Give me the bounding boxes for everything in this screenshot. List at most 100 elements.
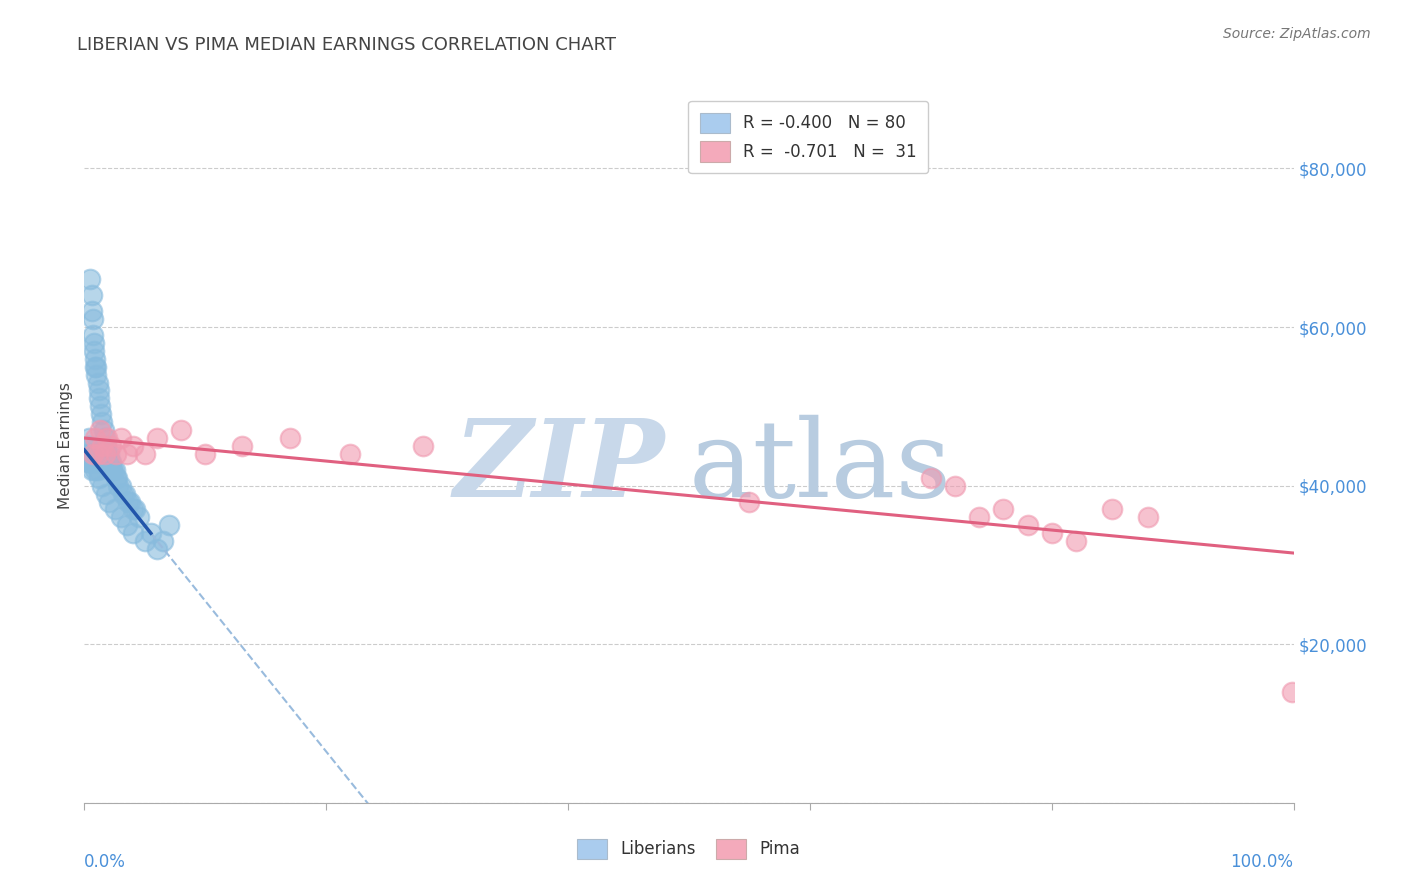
Point (128, 510, 150, 524)
Point (79, 272, 101, 286)
Point (91, 455, 114, 469)
Point (80, 455, 103, 469)
Point (100, 455, 122, 469)
Point (94, 447, 117, 461)
Point (91, 415, 114, 429)
Point (943, 478, 966, 492)
Point (194, 447, 217, 461)
Point (89, 423, 111, 437)
Point (93, 423, 115, 437)
Point (91, 478, 114, 492)
Point (87, 447, 110, 461)
Point (86, 359, 108, 374)
Point (90, 447, 112, 461)
Point (89, 455, 111, 469)
Point (87, 392, 110, 406)
Point (110, 510, 132, 524)
Point (82, 447, 104, 461)
Point (1017, 518, 1039, 533)
Point (77, 447, 100, 461)
Point (84, 431, 107, 445)
Point (104, 502, 127, 516)
Point (86, 463, 108, 477)
Text: atlas: atlas (689, 415, 952, 520)
Point (134, 534, 156, 549)
Point (77, 447, 100, 461)
Point (110, 478, 132, 492)
Point (1101, 502, 1123, 516)
Point (77, 431, 100, 445)
Point (1281, 685, 1303, 699)
Point (110, 431, 132, 445)
Point (920, 471, 942, 485)
Point (83, 455, 105, 469)
Point (90, 407, 112, 421)
Point (89, 400, 111, 414)
Point (86, 368, 108, 382)
Point (738, 494, 761, 508)
Point (84, 463, 107, 477)
Point (77, 439, 100, 453)
Point (114, 486, 136, 500)
Point (79, 455, 101, 469)
Point (121, 526, 143, 541)
Point (1137, 510, 1160, 524)
Point (124, 502, 146, 516)
Point (82, 328, 104, 343)
Text: 100.0%: 100.0% (1230, 853, 1294, 871)
Point (231, 439, 253, 453)
Point (278, 431, 301, 445)
Point (87, 384, 110, 398)
Point (91, 439, 114, 453)
Point (80, 288, 103, 302)
Point (80, 304, 103, 318)
Point (120, 494, 142, 508)
Point (152, 534, 174, 549)
Point (82, 447, 104, 461)
Point (93, 447, 115, 461)
Point (100, 439, 122, 453)
Point (94, 447, 117, 461)
Point (83, 335, 105, 350)
Point (80, 463, 103, 477)
Point (103, 463, 125, 477)
Point (1040, 526, 1063, 541)
Point (101, 463, 124, 477)
Text: Source: ZipAtlas.com: Source: ZipAtlas.com (1223, 27, 1371, 41)
Point (87, 471, 110, 485)
Point (86, 447, 108, 461)
Legend: Liberians, Pima: Liberians, Pima (571, 832, 807, 866)
Point (117, 494, 139, 508)
Text: ZIP: ZIP (453, 415, 665, 520)
Point (94, 439, 117, 453)
Point (96, 455, 118, 469)
Point (79, 439, 101, 453)
Point (115, 518, 138, 533)
Point (157, 518, 180, 533)
Point (82, 312, 104, 326)
Point (96, 447, 118, 461)
Point (112, 486, 135, 500)
Point (86, 455, 108, 469)
Point (76, 455, 98, 469)
Point (97, 447, 120, 461)
Point (94, 431, 117, 445)
Point (96, 431, 118, 445)
Point (84, 359, 107, 374)
Point (98, 455, 121, 469)
Point (86, 447, 108, 461)
Point (83, 343, 105, 358)
Text: 0.0%: 0.0% (84, 853, 127, 871)
Point (993, 502, 1015, 516)
Point (412, 439, 434, 453)
Point (134, 447, 156, 461)
Point (86, 455, 108, 469)
Point (104, 447, 127, 461)
Point (146, 542, 169, 557)
Y-axis label: Median Earnings: Median Earnings (58, 383, 73, 509)
Point (107, 478, 129, 492)
Point (94, 455, 117, 469)
Point (79, 455, 101, 469)
Point (83, 455, 105, 469)
Text: LIBERIAN VS PIMA MEDIAN EARNINGS CORRELATION CHART: LIBERIAN VS PIMA MEDIAN EARNINGS CORRELA… (77, 36, 616, 54)
